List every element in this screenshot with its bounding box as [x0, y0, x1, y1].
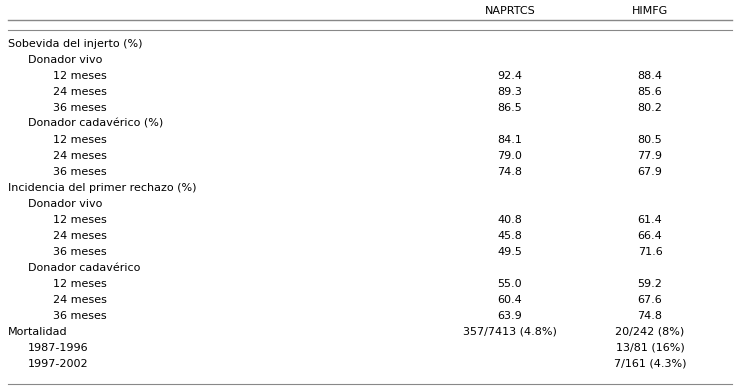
- Text: 67.9: 67.9: [638, 167, 662, 177]
- Text: 84.1: 84.1: [497, 135, 522, 145]
- Text: 63.9: 63.9: [497, 311, 522, 321]
- Text: 36 meses: 36 meses: [53, 311, 107, 321]
- Text: 1987-1996: 1987-1996: [28, 343, 89, 353]
- Text: Donador cadavérico (%): Donador cadavérico (%): [28, 119, 164, 129]
- Text: 12 meses: 12 meses: [53, 71, 107, 81]
- Text: 77.9: 77.9: [637, 151, 662, 161]
- Text: 60.4: 60.4: [497, 295, 522, 305]
- Text: Donador vivo: Donador vivo: [28, 199, 102, 209]
- Text: 7/161 (4.3%): 7/161 (4.3%): [613, 359, 686, 369]
- Text: 55.0: 55.0: [498, 279, 522, 289]
- Text: 357/7413 (4.8%): 357/7413 (4.8%): [463, 327, 557, 337]
- Text: Mortalidad: Mortalidad: [8, 327, 67, 337]
- Text: 80.2: 80.2: [638, 103, 662, 113]
- Text: 1997-2002: 1997-2002: [28, 359, 89, 369]
- Text: 80.5: 80.5: [638, 135, 662, 145]
- Text: 74.8: 74.8: [497, 167, 522, 177]
- Text: 67.6: 67.6: [638, 295, 662, 305]
- Text: 86.5: 86.5: [497, 103, 522, 113]
- Text: 24 meses: 24 meses: [53, 87, 107, 97]
- Text: 79.0: 79.0: [497, 151, 522, 161]
- Text: 49.5: 49.5: [497, 247, 522, 257]
- Text: 85.6: 85.6: [638, 87, 662, 97]
- Text: 12 meses: 12 meses: [53, 135, 107, 145]
- Text: 61.4: 61.4: [638, 215, 662, 225]
- Text: 36 meses: 36 meses: [53, 167, 107, 177]
- Text: Incidencia del primer rechazo (%): Incidencia del primer rechazo (%): [8, 183, 197, 193]
- Text: 24 meses: 24 meses: [53, 295, 107, 305]
- Text: 92.4: 92.4: [497, 71, 522, 81]
- Text: Donador cadavérico: Donador cadavérico: [28, 263, 141, 273]
- Text: 88.4: 88.4: [637, 71, 662, 81]
- Text: 24 meses: 24 meses: [53, 151, 107, 161]
- Text: 71.6: 71.6: [638, 247, 662, 257]
- Text: 45.8: 45.8: [497, 231, 522, 241]
- Text: 66.4: 66.4: [638, 231, 662, 241]
- Text: 36 meses: 36 meses: [53, 247, 107, 257]
- Text: 20/242 (8%): 20/242 (8%): [616, 327, 684, 337]
- Text: 13/81 (16%): 13/81 (16%): [616, 343, 684, 353]
- Text: 36 meses: 36 meses: [53, 103, 107, 113]
- Text: 89.3: 89.3: [497, 87, 522, 97]
- Text: 74.8: 74.8: [637, 311, 662, 321]
- Text: 12 meses: 12 meses: [53, 215, 107, 225]
- Text: 59.2: 59.2: [638, 279, 662, 289]
- Text: 24 meses: 24 meses: [53, 231, 107, 241]
- Text: HIMFG: HIMFG: [632, 6, 668, 16]
- Text: 12 meses: 12 meses: [53, 279, 107, 289]
- Text: Sobevida del injerto (%): Sobevida del injerto (%): [8, 39, 143, 49]
- Text: 40.8: 40.8: [497, 215, 522, 225]
- Text: Donador vivo: Donador vivo: [28, 55, 102, 65]
- Text: NAPRTCS: NAPRTCS: [485, 6, 535, 16]
